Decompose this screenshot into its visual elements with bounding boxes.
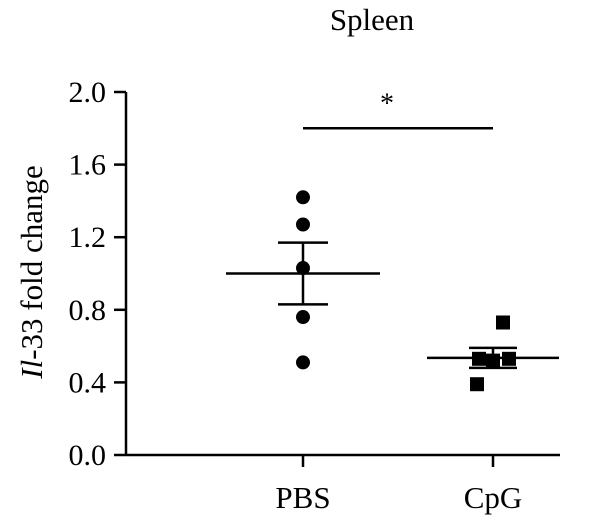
mean-sem-bars (226, 241, 559, 370)
significance: * (303, 88, 493, 130)
y-ticks: 0.0 0.4 0.8 1.2 1.6 2.0 (69, 76, 126, 472)
y-axis-label-rest: -33 fold change (14, 165, 49, 360)
data-point-pbs (296, 190, 310, 205)
y-tick-label: 0.0 (69, 439, 107, 472)
x-category-label: CpG (464, 480, 523, 515)
x-categories: PBS CpG (275, 455, 522, 515)
y-tick-label: 1.2 (69, 221, 107, 254)
y-tick-label: 0.4 (69, 366, 107, 399)
data-point-pbs (296, 355, 310, 370)
axes (124, 92, 560, 457)
y-axis-label: Il-33 fold change (14, 165, 49, 379)
data-point-cpg (496, 315, 510, 330)
y-tick-label: 0.8 (69, 294, 107, 327)
chart-title: Spleen (330, 2, 415, 37)
data-point-cpg (470, 377, 484, 392)
significance-star: * (380, 88, 394, 119)
y-tick-label: 2.0 (69, 76, 107, 109)
x-category-label: PBS (275, 480, 330, 515)
y-axis-label-italic: Il (14, 360, 49, 380)
y-tick-label: 1.6 (69, 149, 107, 182)
data-point-pbs (296, 217, 310, 232)
data-point-pbs (296, 310, 310, 325)
data-points (296, 190, 516, 392)
